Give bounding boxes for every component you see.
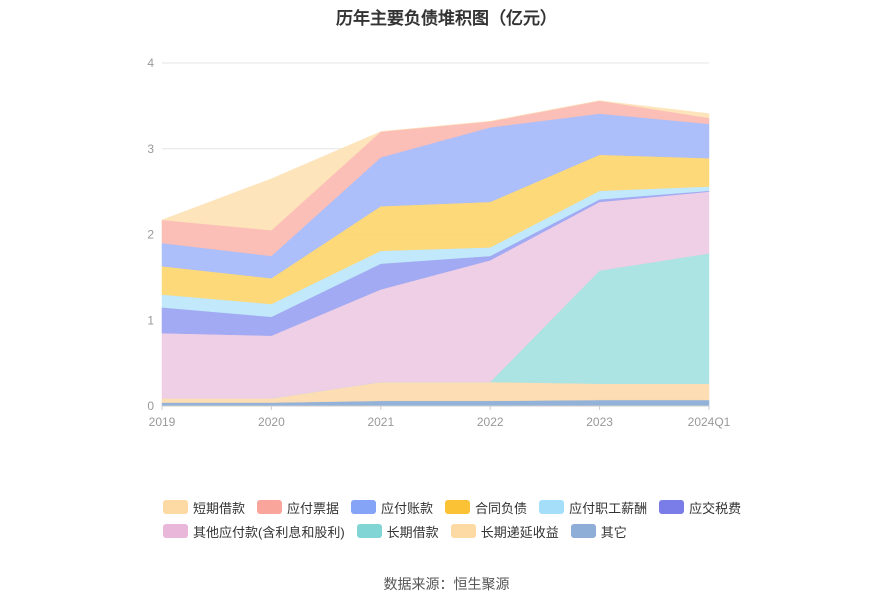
legend-label: 应交税费 — [689, 500, 742, 516]
y-tick-label: 3 — [147, 142, 154, 156]
legend-item[interactable]: 短期借款 — [163, 498, 245, 517]
legend-label: 应付票据 — [287, 500, 340, 516]
legend-swatch — [570, 524, 596, 538]
legend-item[interactable]: 应付职工薪酬 — [539, 498, 647, 517]
legend-item[interactable]: 应付票据 — [257, 498, 339, 517]
legend-label: 合同负债 — [475, 500, 528, 516]
legend-row: 短期借款 应付票据 应付账款 合同负债 应付职工薪酬 应交税费 — [163, 495, 763, 519]
legend-swatch — [539, 500, 565, 514]
legend-label: 短期借款 — [193, 500, 246, 516]
chart-legend: 短期借款 应付票据 应付账款 合同负债 应付职工薪酬 应交税费其他应付款(含利息和股利) 长… — [163, 495, 763, 543]
chart-title: 历年主要负债堆积图（亿元） — [336, 9, 557, 28]
legend-item[interactable]: 应付账款 — [351, 498, 433, 517]
legend-item[interactable]: 合同负债 — [445, 498, 527, 517]
data-source: 数据来源：恒生聚源 — [383, 576, 510, 592]
legend-item[interactable]: 应交税费 — [659, 498, 741, 517]
legend-swatch — [163, 500, 188, 514]
y-tick-label: 4 — [147, 56, 154, 70]
y-tick-label: 0 — [147, 399, 154, 413]
legend-swatch — [450, 524, 476, 538]
legend-label: 长期借款 — [386, 524, 439, 540]
legend-swatch — [659, 500, 685, 514]
legend-item[interactable]: 其它 — [570, 522, 627, 541]
x-tick-label: 2021 — [367, 415, 394, 429]
y-tick-label: 1 — [147, 313, 154, 327]
y-tick-label: 2 — [147, 228, 154, 242]
legend-swatch — [351, 500, 377, 514]
legend-label: 长期递延收益 — [480, 524, 559, 540]
legend-swatch — [163, 524, 188, 538]
legend-swatch — [356, 524, 382, 538]
x-tick-label: 2023 — [586, 415, 613, 429]
legend-item[interactable]: 其他应付款(含利息和股利) — [163, 522, 345, 541]
x-tick-label: 2024Q1 — [688, 415, 731, 429]
legend-swatch — [257, 500, 283, 514]
legend-row: 其他应付款(含利息和股利) 长期借款 长期递延收益 其它 — [163, 519, 763, 543]
legend-item[interactable]: 长期借款 — [356, 522, 439, 541]
legend-label: 其他应付款(含利息和股利) — [193, 524, 345, 540]
legend-item[interactable]: 长期递延收益 — [450, 522, 559, 541]
legend-label: 其它 — [600, 524, 627, 540]
legend-swatch — [445, 500, 471, 514]
x-tick-label: 2020 — [258, 415, 285, 429]
legend-label: 应付职工薪酬 — [569, 500, 648, 516]
legend-label: 应付账款 — [381, 500, 434, 516]
area-series — [161, 100, 710, 231]
x-tick-label: 2019 — [149, 415, 176, 429]
x-tick-label: 2022 — [477, 415, 504, 429]
